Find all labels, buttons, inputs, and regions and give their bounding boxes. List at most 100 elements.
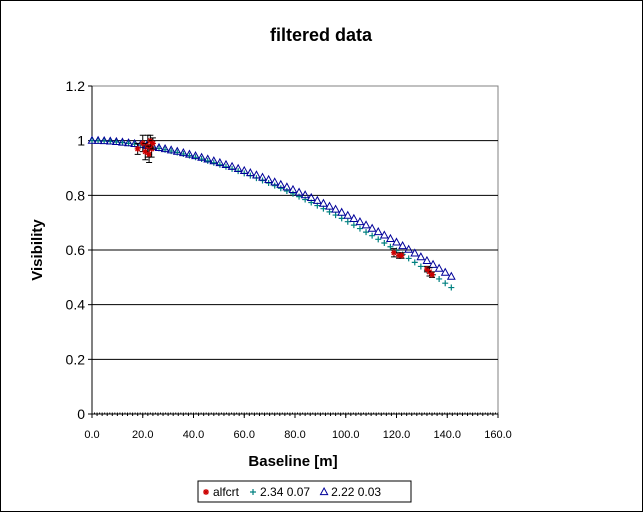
series-2-point: [361, 220, 371, 229]
baseline-dot: [439, 412, 441, 414]
baseline-dot: [307, 412, 309, 414]
series-1-point: [417, 263, 424, 270]
baseline-dot: [390, 412, 392, 414]
baseline-dot: [193, 412, 194, 414]
chart-title: filtered data: [270, 25, 373, 45]
baseline-dot: [99, 412, 101, 414]
baseline-dot: [314, 412, 316, 414]
series-2-point: [434, 263, 444, 272]
baseline-dot: [352, 412, 354, 414]
x-tick-label: 120.0: [383, 429, 411, 441]
series-2-point: [197, 152, 207, 161]
baseline-dot: [157, 412, 159, 414]
baseline-dot: [340, 412, 342, 414]
series-2-point: [440, 267, 450, 276]
series-1-point: [216, 161, 223, 168]
baseline-dot: [416, 412, 418, 414]
series-2-point: [398, 241, 408, 250]
baseline-dot: [322, 412, 324, 414]
series-2-point: [209, 156, 219, 165]
baseline-dot: [350, 412, 352, 414]
baseline-dot: [330, 412, 332, 414]
baseline-dot: [489, 412, 491, 414]
baseline-dot: [111, 412, 113, 414]
series-2-point: [166, 145, 176, 154]
baseline-dot: [360, 412, 362, 414]
series-1-point: [375, 236, 382, 243]
baseline-dot: [274, 412, 276, 414]
baseline-dot: [434, 412, 436, 414]
baseline-dot: [378, 412, 380, 414]
baseline-dot: [200, 412, 202, 414]
series-1-point: [210, 159, 217, 166]
baseline-dot: [119, 412, 121, 414]
baseline-dot: [289, 412, 291, 414]
baseline-dot: [304, 412, 306, 414]
baseline-dot: [337, 412, 339, 414]
baseline-dot: [477, 412, 479, 414]
baseline-dot: [449, 412, 451, 414]
legend-label-0: alfcrt: [213, 485, 240, 499]
baseline-dot: [327, 412, 329, 414]
baseline-dot: [411, 412, 413, 414]
baseline-dot: [418, 412, 420, 414]
series-2-point: [428, 259, 438, 268]
baseline-dot: [228, 412, 230, 414]
baseline-dot: [294, 412, 296, 414]
baseline-dot: [302, 412, 304, 414]
baseline-dot: [484, 412, 486, 414]
baseline-dot: [170, 412, 172, 414]
baseline-dot: [297, 412, 299, 414]
series-1-point: [283, 188, 290, 195]
baseline-dot: [165, 412, 167, 414]
baseline-dot: [385, 412, 387, 414]
baseline-dot: [426, 412, 428, 414]
baseline-dot: [492, 412, 494, 414]
series-2-point: [282, 182, 292, 191]
baseline-dot: [96, 412, 98, 414]
series-2-point: [191, 151, 200, 160]
series-2-point: [325, 201, 334, 210]
baseline-dot: [436, 412, 438, 414]
baseline-dot: [459, 412, 461, 414]
baseline-dot: [144, 412, 146, 414]
series-2-point: [215, 157, 225, 167]
baseline-dot: [205, 412, 207, 414]
y-axis-tick-labels: 0 0.2 0.4 0.6 0.8 1 1.2: [66, 78, 86, 422]
baseline-dot: [332, 412, 334, 414]
baseline-dot: [208, 412, 210, 414]
baseline-dot: [357, 412, 359, 414]
y-tick-label: 0.6: [66, 242, 86, 258]
x-tick-label: 100.0: [332, 429, 360, 441]
x-tick-label: 80.0: [284, 429, 305, 441]
baseline-dot: [375, 412, 377, 414]
baseline-dot: [187, 412, 189, 414]
baseline-dot: [269, 412, 271, 414]
baseline-dot: [291, 412, 293, 414]
series-2-point: [233, 163, 243, 172]
legend-box: [197, 480, 412, 503]
y-tick-label: 1: [77, 133, 85, 149]
series-2-point: [349, 213, 359, 222]
baseline-dot: [210, 412, 212, 414]
series-0-point: [149, 140, 156, 147]
baseline-dot: [497, 412, 499, 414]
series-2-point: [160, 143, 170, 153]
baseline-dot: [147, 412, 149, 414]
series-2-point: [258, 172, 267, 181]
baseline-dot: [241, 412, 243, 414]
series-2-point: [373, 226, 383, 236]
series-2-point: [312, 195, 322, 204]
baseline-dot: [127, 412, 129, 414]
series-2-point: [172, 146, 182, 155]
series-2-point: [385, 233, 395, 243]
series-2-point: [105, 136, 115, 145]
baseline-dot: [286, 412, 288, 414]
baseline-dot: [203, 412, 205, 414]
baseline-dot: [317, 412, 319, 414]
baseline-dot: [139, 412, 141, 414]
baseline-dot: [225, 412, 227, 414]
baseline-dot: [256, 412, 258, 414]
baseline-dot: [324, 412, 326, 414]
series-2-point: [306, 192, 316, 202]
